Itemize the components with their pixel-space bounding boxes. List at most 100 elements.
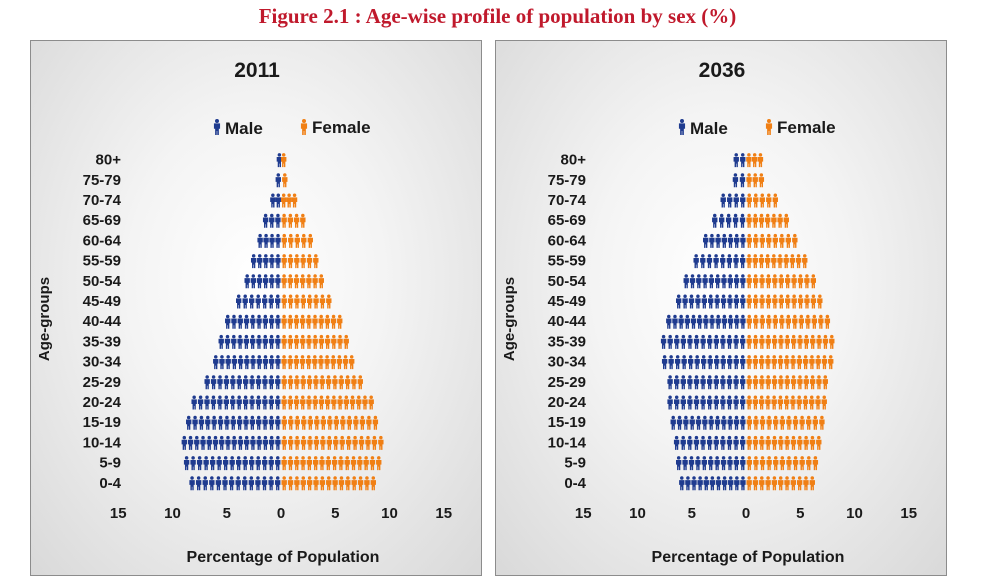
age-group-label: 80+ xyxy=(96,152,122,169)
male-bar xyxy=(693,254,746,269)
age-group-label: 45-49 xyxy=(548,293,586,310)
age-group-label: 25-29 xyxy=(83,374,121,391)
age-group-label: 75-79 xyxy=(548,172,586,189)
age-group-label: 70-74 xyxy=(548,192,587,209)
male-bar xyxy=(703,233,746,248)
age-group-label: 60-64 xyxy=(83,232,122,249)
female-bar xyxy=(746,456,819,471)
age-group-label: 80+ xyxy=(561,152,587,169)
male-bar xyxy=(675,294,746,309)
age-group-label: 50-54 xyxy=(83,273,122,290)
female-bar xyxy=(746,233,798,248)
female-bar xyxy=(282,173,288,188)
age-group-label: 0-4 xyxy=(564,475,586,492)
male-bar xyxy=(661,355,746,370)
x-tick-label: 10 xyxy=(381,505,398,522)
chart-title: 2036 xyxy=(699,59,746,82)
female-bar xyxy=(281,213,306,228)
male-bar xyxy=(270,193,281,208)
x-tick-label: 10 xyxy=(846,505,863,522)
male-bar xyxy=(683,274,746,289)
legend: Male Female xyxy=(213,118,371,138)
female-bar xyxy=(746,294,823,309)
male-bar xyxy=(675,456,746,471)
female-bar xyxy=(746,254,808,269)
age-group-label: 20-24 xyxy=(83,394,122,411)
male-bar xyxy=(670,415,746,430)
legend-male-label: Male xyxy=(225,119,263,138)
female-bar xyxy=(281,355,355,370)
x-tick-label: 5 xyxy=(223,505,231,522)
male-bar xyxy=(218,334,281,349)
pyramid-chart-2011: 2011 Male Female Age-groups 80+ 75-79 70-74 65-… xyxy=(36,59,452,566)
male-bar xyxy=(673,435,746,450)
male-bar xyxy=(204,375,281,390)
legend-male-label: Male xyxy=(690,119,728,138)
male-bar xyxy=(213,355,281,370)
female-bar xyxy=(281,395,374,410)
age-group-label: 65-69 xyxy=(83,212,121,229)
x-axis-label: Percentage of Population xyxy=(187,549,380,566)
x-tick-label: 15 xyxy=(110,505,127,522)
age-group-label: 45-49 xyxy=(83,293,121,310)
legend-female-icon xyxy=(300,119,308,135)
male-bar xyxy=(660,334,746,349)
legend-male-icon xyxy=(213,119,221,135)
female-bar xyxy=(281,456,382,471)
chart-panel-2036: 2036 Male Female Age-groups 80+ 75-79 70-74 65-… xyxy=(495,40,947,576)
y-axis-label: Age-groups xyxy=(501,277,518,361)
male-bar xyxy=(275,173,281,188)
legend: Male Female xyxy=(678,118,836,138)
female-bar xyxy=(281,193,298,208)
x-tick-label: 5 xyxy=(688,505,696,522)
female-bar xyxy=(746,395,827,410)
x-axis-label: Percentage of Population xyxy=(652,549,845,566)
age-group-label: 70-74 xyxy=(83,192,122,209)
female-bar xyxy=(281,314,343,329)
chart-title: 2011 xyxy=(234,59,280,82)
female-bar xyxy=(746,435,822,450)
age-group-label: 5-9 xyxy=(99,455,121,472)
female-bar xyxy=(281,375,363,390)
age-group-label: 55-59 xyxy=(83,253,121,270)
female-bar xyxy=(281,274,324,289)
legend-male-icon xyxy=(678,119,686,135)
male-bar xyxy=(257,233,281,248)
pyramid-chart-2036: 2036 Male Female Age-groups 80+ 75-79 70-74 65-… xyxy=(501,59,917,566)
male-bar xyxy=(712,213,746,228)
male-bar xyxy=(189,476,281,491)
male-bar xyxy=(667,375,746,390)
female-bar xyxy=(281,233,313,248)
age-group-label: 40-44 xyxy=(548,313,587,330)
male-bar xyxy=(225,314,281,329)
x-tick-label: 0 xyxy=(742,505,750,522)
female-bar xyxy=(746,314,831,329)
female-bar xyxy=(281,435,384,450)
x-tick-label: 10 xyxy=(164,505,181,522)
age-group-label: 50-54 xyxy=(548,273,587,290)
female-bar xyxy=(746,173,765,188)
male-bar xyxy=(244,274,281,289)
age-group-label: 30-34 xyxy=(548,354,587,371)
figure-title: Figure 2.1 : Age-wise profile of populat… xyxy=(258,4,737,28)
age-group-label: 5-9 xyxy=(564,455,586,472)
x-tick-label: 10 xyxy=(629,505,646,522)
female-bar xyxy=(746,193,778,208)
male-bar xyxy=(667,395,746,410)
female-bar xyxy=(746,334,835,349)
age-group-label: 60-64 xyxy=(548,232,587,249)
age-group-label: 20-24 xyxy=(548,394,587,411)
female-bar xyxy=(281,254,319,269)
x-tick-label: 15 xyxy=(900,505,917,522)
age-group-label: 15-19 xyxy=(548,414,586,431)
age-group-label: 55-59 xyxy=(548,253,586,270)
male-bar xyxy=(250,254,281,269)
male-bar xyxy=(733,153,746,168)
male-bar xyxy=(732,173,746,188)
female-bar xyxy=(281,153,287,168)
male-bar xyxy=(666,314,746,329)
age-group-label: 10-14 xyxy=(83,434,122,451)
male-bar xyxy=(679,476,746,491)
male-bar xyxy=(276,153,283,168)
female-bar xyxy=(746,476,815,491)
